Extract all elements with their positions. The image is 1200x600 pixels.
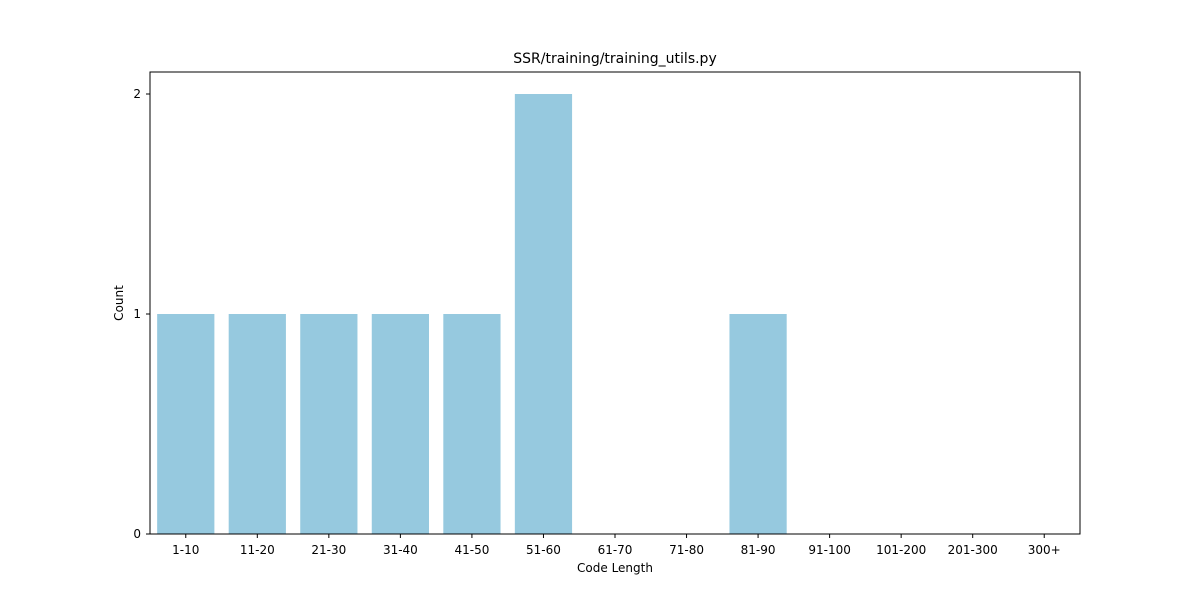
y-axis: 0 1 2 bbox=[133, 87, 150, 541]
bar-51-60 bbox=[514, 94, 573, 534]
x-tick-label: 21-30 bbox=[311, 543, 346, 557]
x-tick-label: 1-10 bbox=[172, 543, 199, 557]
x-tick-label: 101-200 bbox=[876, 543, 926, 557]
x-tick-label: 31-40 bbox=[383, 543, 418, 557]
x-axis: 1-10 11-20 21-30 31-40 41-50 51-60 61-70 71-80 8… bbox=[172, 534, 1061, 557]
bars-group bbox=[157, 94, 787, 534]
x-axis-title: Code Length bbox=[577, 561, 653, 575]
y-tick-label: 1 bbox=[133, 307, 141, 321]
y-tick-label: 2 bbox=[133, 87, 141, 101]
x-tick-label: 201-300 bbox=[948, 543, 998, 557]
bar-11-20 bbox=[228, 314, 286, 534]
x-tick-label: 300+ bbox=[1028, 543, 1061, 557]
bar-1-10 bbox=[157, 314, 215, 534]
bar-81-90 bbox=[729, 314, 787, 534]
x-tick-label: 71-80 bbox=[669, 543, 704, 557]
bar-21-30 bbox=[300, 314, 358, 534]
bar-31-40 bbox=[371, 314, 429, 534]
chart-title: SSR/training/training_utils.py bbox=[513, 51, 716, 67]
x-tick-label: 41-50 bbox=[454, 543, 489, 557]
x-tick-label: 11-20 bbox=[240, 543, 275, 557]
plot-frame bbox=[149, 71, 1081, 535]
x-tick-label: 81-90 bbox=[741, 543, 776, 557]
y-tick-label: 0 bbox=[133, 527, 141, 541]
x-tick-label: 61-70 bbox=[598, 543, 633, 557]
x-tick-label: 91-100 bbox=[808, 543, 851, 557]
x-tick-label: 51-60 bbox=[526, 543, 561, 557]
y-axis-title: Count bbox=[112, 285, 126, 321]
bar-41-50 bbox=[443, 314, 501, 534]
